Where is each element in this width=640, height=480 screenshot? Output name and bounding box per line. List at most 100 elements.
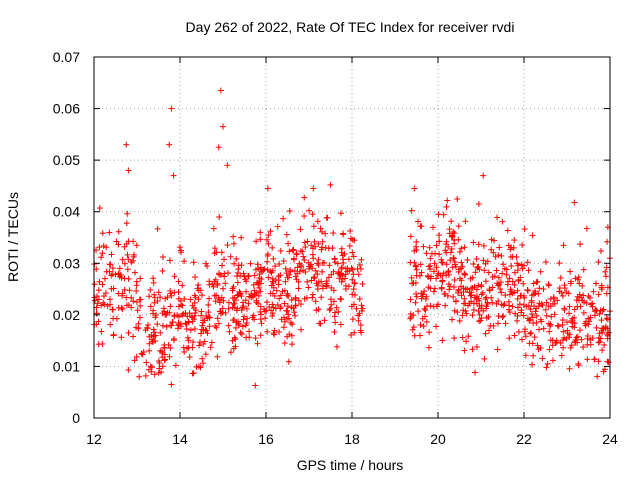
- data-point: [331, 313, 338, 320]
- data-point: [115, 290, 122, 297]
- data-point: [191, 325, 198, 332]
- data-point: [349, 291, 356, 298]
- data-point: [232, 324, 239, 331]
- data-point: [261, 306, 268, 313]
- data-point: [297, 263, 304, 270]
- data-point: [295, 297, 302, 304]
- data-point: [315, 256, 322, 263]
- data-point: [243, 288, 250, 295]
- data-point: [603, 264, 610, 271]
- data-point: [199, 292, 206, 299]
- data-point: [150, 307, 157, 314]
- data-point: [476, 311, 483, 318]
- data-point: [245, 273, 252, 280]
- data-point: [124, 266, 131, 273]
- data-point: [485, 313, 492, 320]
- data-point: [354, 265, 361, 272]
- data-point: [119, 256, 126, 263]
- data-point: [460, 288, 467, 295]
- data-point: [107, 321, 114, 328]
- data-point: [527, 306, 534, 313]
- y-axis-label: ROTI / TECUs: [5, 192, 21, 282]
- data-point: [238, 331, 245, 338]
- data-point: [412, 299, 419, 306]
- data-point: [518, 261, 525, 268]
- data-point: [119, 292, 126, 299]
- data-point: [449, 233, 456, 240]
- data-point: [418, 269, 425, 276]
- data-point: [503, 266, 510, 273]
- data-point: [527, 330, 534, 337]
- data-point: [443, 203, 450, 210]
- data-point: [515, 277, 522, 284]
- data-point: [109, 265, 116, 272]
- data-point: [184, 313, 191, 320]
- data-point: [345, 283, 352, 290]
- data-point: [413, 272, 420, 279]
- data-point: [528, 297, 535, 304]
- data-point: [154, 321, 161, 328]
- data-point: [338, 296, 345, 303]
- data-point: [594, 373, 601, 380]
- data-point: [288, 297, 295, 304]
- data-point: [493, 267, 500, 274]
- data-point: [497, 286, 504, 293]
- data-point: [100, 293, 107, 300]
- data-point: [230, 317, 237, 324]
- data-point: [455, 287, 462, 294]
- data-point: [337, 295, 344, 302]
- data-point: [178, 301, 185, 308]
- data-point: [470, 300, 477, 307]
- data-point: [318, 294, 325, 301]
- data-point: [463, 310, 470, 317]
- data-point: [514, 304, 521, 311]
- data-point: [337, 321, 344, 328]
- data-point: [450, 293, 457, 300]
- data-point: [306, 265, 313, 272]
- data-point: [418, 223, 425, 230]
- data-point: [243, 334, 250, 341]
- data-point: [211, 292, 218, 299]
- data-point: [137, 296, 144, 303]
- data-point: [438, 256, 445, 263]
- data-point: [175, 322, 182, 329]
- data-point: [231, 334, 238, 341]
- data-point: [558, 352, 565, 359]
- data-point: [574, 276, 581, 283]
- data-point: [215, 320, 222, 327]
- data-point: [531, 303, 538, 310]
- data-point: [253, 297, 260, 304]
- y-tick-label: 0.03: [53, 255, 80, 271]
- data-point: [449, 316, 456, 323]
- data-point: [151, 371, 158, 378]
- data-point: [469, 274, 476, 281]
- data-point: [250, 281, 257, 288]
- data-point: [285, 293, 292, 300]
- data-point: [571, 306, 578, 313]
- data-point: [189, 339, 196, 346]
- data-point: [605, 329, 612, 336]
- data-point: [186, 310, 193, 317]
- data-point: [319, 238, 326, 245]
- data-point: [330, 287, 337, 294]
- data-point: [530, 352, 537, 359]
- data-point: [515, 328, 522, 335]
- data-point: [470, 239, 477, 246]
- data-point: [351, 279, 358, 286]
- data-point: [276, 295, 283, 302]
- data-point: [463, 338, 470, 345]
- data-point: [292, 295, 299, 302]
- data-point: [98, 254, 105, 261]
- data-point: [231, 260, 238, 267]
- data-point: [549, 337, 556, 344]
- data-point: [514, 287, 521, 294]
- data-point: [217, 87, 224, 94]
- data-point: [410, 312, 417, 319]
- data-point: [501, 301, 508, 308]
- data-point: [511, 332, 518, 339]
- data-point: [94, 293, 101, 300]
- data-point: [115, 228, 122, 235]
- data-point: [499, 270, 506, 277]
- data-point: [129, 257, 136, 264]
